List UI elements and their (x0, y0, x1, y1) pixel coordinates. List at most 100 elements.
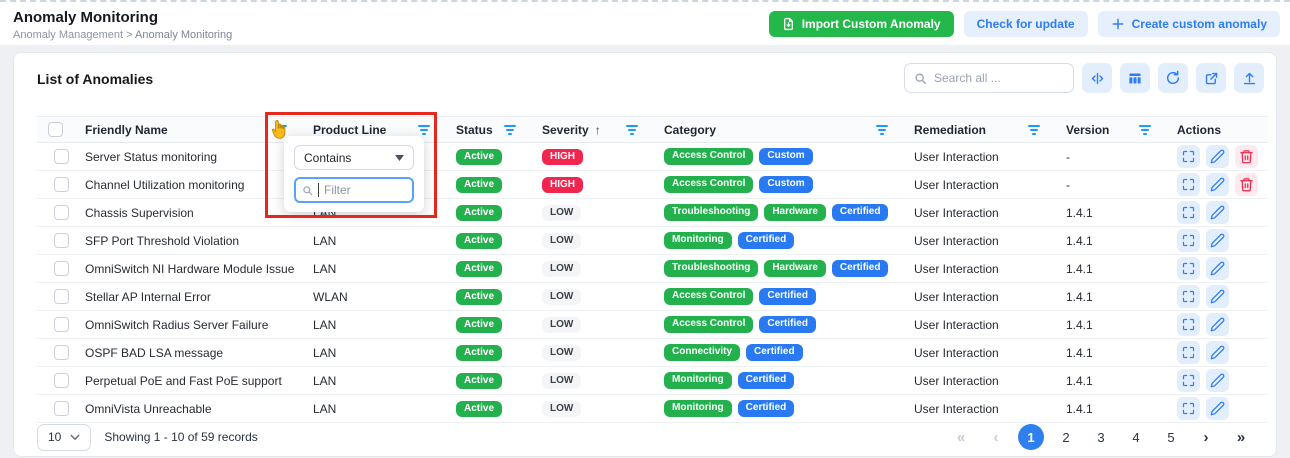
filter-funnel-icon[interactable] (275, 125, 287, 135)
product-line-cell: LAN (307, 227, 450, 255)
page-size-select[interactable]: 10 (37, 424, 91, 451)
delete-button[interactable] (1235, 145, 1258, 168)
edit-button[interactable] (1206, 201, 1229, 224)
filter-funnel-icon[interactable] (418, 125, 430, 135)
friendly-name-cell: Channel Utilization monitoring (79, 171, 307, 199)
severity-badge: LOW (542, 205, 581, 222)
chevron-down-icon (70, 434, 80, 441)
pagination-page-3[interactable]: 3 (1088, 424, 1114, 450)
row-checkbox[interactable] (54, 177, 69, 192)
severity-cell: HIGH (536, 171, 658, 199)
filter-funnel-icon[interactable] (1139, 125, 1151, 135)
category-badge: Troubleshooting (664, 260, 758, 277)
breadcrumb-parent[interactable]: Anomaly Management (13, 29, 123, 41)
upload-icon (1242, 71, 1257, 86)
severity-cell: LOW (536, 255, 658, 283)
severity-cell: LOW (536, 227, 658, 255)
expand-details-button[interactable] (1177, 397, 1200, 420)
category-badge: Certified (738, 372, 795, 389)
row-select-cell (37, 227, 79, 255)
version-cell: 1.4.1 (1060, 339, 1171, 367)
category-badges: TroubleshootingHardwareCertified (664, 260, 902, 277)
pagination-page-4[interactable]: 4 (1123, 424, 1149, 450)
edit-button[interactable] (1206, 369, 1229, 392)
friendly-name-cell: OmniSwitch Radius Server Failure (79, 311, 307, 339)
row-checkbox[interactable] (54, 317, 69, 332)
delete-button[interactable] (1235, 173, 1258, 196)
search-box[interactable] (904, 63, 1074, 93)
expand-details-button[interactable] (1177, 229, 1200, 252)
edit-button[interactable] (1206, 397, 1229, 420)
expand-details-button[interactable] (1177, 201, 1200, 224)
expand-details-button[interactable] (1177, 257, 1200, 280)
expand-details-button[interactable] (1177, 313, 1200, 336)
category-badge: Certified (832, 204, 889, 221)
refresh-button[interactable] (1158, 63, 1188, 93)
row-checkbox[interactable] (54, 149, 69, 164)
edit-button[interactable] (1206, 145, 1229, 168)
columns-button[interactable] (1120, 63, 1150, 93)
edit-button[interactable] (1206, 173, 1229, 196)
column-header-severity: Severity↑ (536, 117, 658, 143)
row-checkbox[interactable] (54, 345, 69, 360)
pencil-icon (1210, 289, 1225, 304)
severity-badge: LOW (542, 289, 581, 306)
select-all-checkbox[interactable] (48, 122, 63, 137)
pagination-last[interactable]: » (1228, 424, 1254, 450)
edit-button[interactable] (1206, 229, 1229, 252)
caret-down-icon (395, 155, 404, 161)
expand-details-button[interactable] (1177, 285, 1200, 308)
plus-icon (1111, 17, 1125, 31)
pencil-icon (1210, 373, 1225, 388)
row-checkbox[interactable] (54, 373, 69, 388)
column-header-status: Status (450, 117, 536, 143)
filter-funnel-icon[interactable] (504, 125, 516, 135)
row-checkbox[interactable] (54, 261, 69, 276)
status-badge: Active (456, 261, 502, 278)
table-row: OmniVista UnreachableLANActiveLOWMonitor… (37, 395, 1268, 423)
table-row: SFP Port Threshold ViolationLANActiveLOW… (37, 227, 1268, 255)
filter-funnel-icon[interactable] (626, 125, 638, 135)
sort-asc-icon[interactable]: ↑ (595, 123, 601, 137)
row-checkbox[interactable] (54, 401, 69, 416)
create-custom-anomaly-button[interactable]: Create custom anomaly (1098, 11, 1280, 37)
expand-details-button[interactable] (1177, 145, 1200, 168)
expand-details-button[interactable] (1177, 341, 1200, 364)
row-checkbox[interactable] (54, 289, 69, 304)
severity-cell: LOW (536, 339, 658, 367)
severity-cell: LOW (536, 283, 658, 311)
pagination-page-1[interactable]: 1 (1018, 424, 1044, 450)
edit-button[interactable] (1206, 313, 1229, 336)
pagination-page-5[interactable]: 5 (1158, 424, 1184, 450)
search-input[interactable] (934, 71, 1064, 85)
expand-details-button[interactable] (1177, 173, 1200, 196)
export-button[interactable] (1196, 63, 1226, 93)
filter-operator-select[interactable]: Contains (294, 145, 414, 170)
edit-button[interactable] (1206, 341, 1229, 364)
edit-button[interactable] (1206, 285, 1229, 308)
pagination-page-2[interactable]: 2 (1053, 424, 1079, 450)
anomalies-table: Friendly NameProduct LineStatusSeverity↑… (37, 116, 1268, 423)
category-badge: Custom (759, 148, 812, 165)
row-checkbox[interactable] (54, 233, 69, 248)
filter-funnel-icon[interactable] (876, 125, 888, 135)
row-select-cell (37, 199, 79, 227)
status-badge: Active (456, 177, 502, 194)
filter-text-input[interactable]: Filter (294, 177, 414, 203)
version-cell: 1.4.1 (1060, 367, 1171, 395)
edit-button[interactable] (1206, 257, 1229, 280)
column-header-label: Version (1066, 123, 1109, 137)
status-cell: Active (450, 255, 536, 283)
pagination-next[interactable]: › (1193, 424, 1219, 450)
expand-details-button[interactable] (1177, 369, 1200, 392)
import-file-icon (782, 17, 795, 31)
filter-funnel-icon[interactable] (1028, 125, 1040, 135)
check-for-update-button[interactable]: Check for update (964, 11, 1088, 37)
row-checkbox[interactable] (54, 205, 69, 220)
pagination-prev: ‹ (983, 424, 1009, 450)
import-custom-anomaly-button[interactable]: Import Custom Anomaly (769, 11, 954, 37)
column-resize-button[interactable] (1082, 63, 1112, 93)
upload-button[interactable] (1234, 63, 1264, 93)
expand-icon (1181, 289, 1196, 304)
category-badge: Certified (759, 288, 816, 305)
